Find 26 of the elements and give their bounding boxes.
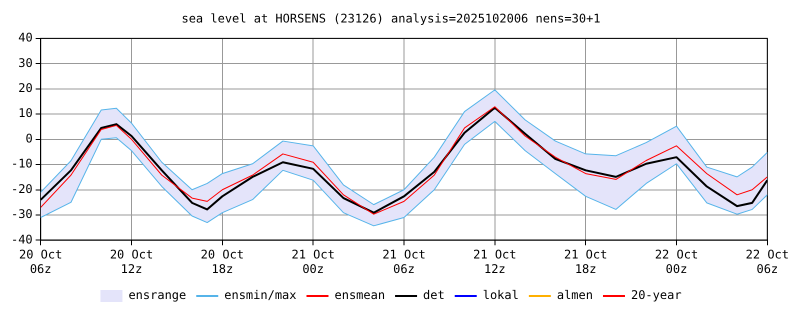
x-tick-label: 20 Oct 12z bbox=[110, 248, 154, 276]
y-tick-label: 40 bbox=[18, 30, 33, 45]
y-tick-label: 30 bbox=[18, 56, 33, 70]
legend-label: ensrange bbox=[128, 288, 186, 302]
y-tick-label: -20 bbox=[10, 182, 33, 196]
x-tick-label: 21 Oct 12z bbox=[473, 248, 517, 276]
x-tick-label: 21 Oct 18z bbox=[564, 248, 608, 276]
x-tick-label: 22 Oct 06z bbox=[746, 248, 790, 276]
legend-label: almen bbox=[556, 288, 593, 302]
x-tick-label: 20 Oct 06z bbox=[18, 248, 62, 276]
x-tick-label: 20 Oct 18z bbox=[200, 248, 244, 276]
x-tick-label: 21 Oct 06z bbox=[382, 248, 426, 276]
y-tick-label: 10 bbox=[18, 106, 33, 120]
y-tick-label: 0 bbox=[25, 131, 33, 146]
legend-label: 20-year bbox=[630, 288, 682, 302]
y-tick-label: 20 bbox=[18, 80, 33, 95]
y-tick-label: -40 bbox=[10, 232, 33, 246]
y-tick-label: -30 bbox=[10, 207, 33, 222]
legend-label: det bbox=[423, 288, 445, 302]
chart-title: sea level at HORSENS (23126) analysis=2025102006 nens=30+1 bbox=[181, 11, 601, 26]
legend-label: lokal bbox=[482, 288, 519, 302]
legend-label: ensmin/max bbox=[224, 288, 296, 302]
y-tick-label: -10 bbox=[10, 156, 33, 171]
x-tick-label: 22 Oct 00z bbox=[654, 248, 698, 276]
legend-label: ensmean bbox=[334, 288, 386, 302]
x-tick-label: 21 Oct 00z bbox=[291, 248, 335, 276]
